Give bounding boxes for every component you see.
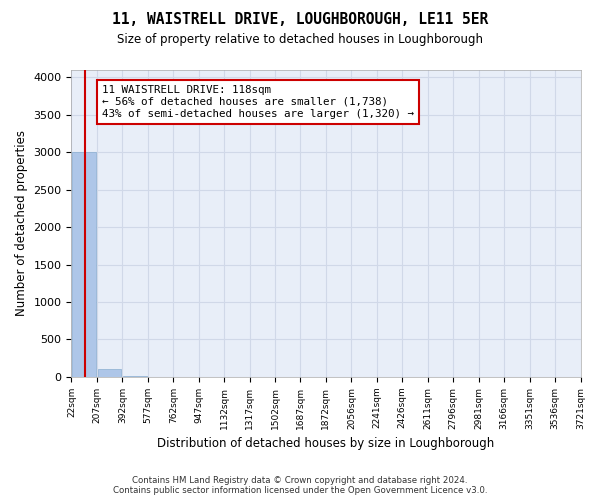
- Text: 11 WAISTRELL DRIVE: 118sqm
← 56% of detached houses are smaller (1,738)
43% of s: 11 WAISTRELL DRIVE: 118sqm ← 56% of deta…: [102, 86, 414, 118]
- Bar: [98, 368, 121, 377]
- X-axis label: Distribution of detached houses by size in Loughborough: Distribution of detached houses by size …: [157, 437, 494, 450]
- Y-axis label: Number of detached properties: Number of detached properties: [15, 130, 28, 316]
- Bar: [73, 152, 96, 377]
- Text: Size of property relative to detached houses in Loughborough: Size of property relative to detached ho…: [117, 32, 483, 46]
- Text: 11, WAISTRELL DRIVE, LOUGHBOROUGH, LE11 5ER: 11, WAISTRELL DRIVE, LOUGHBOROUGH, LE11 …: [112, 12, 488, 28]
- Text: Contains HM Land Registry data © Crown copyright and database right 2024.
Contai: Contains HM Land Registry data © Crown c…: [113, 476, 487, 495]
